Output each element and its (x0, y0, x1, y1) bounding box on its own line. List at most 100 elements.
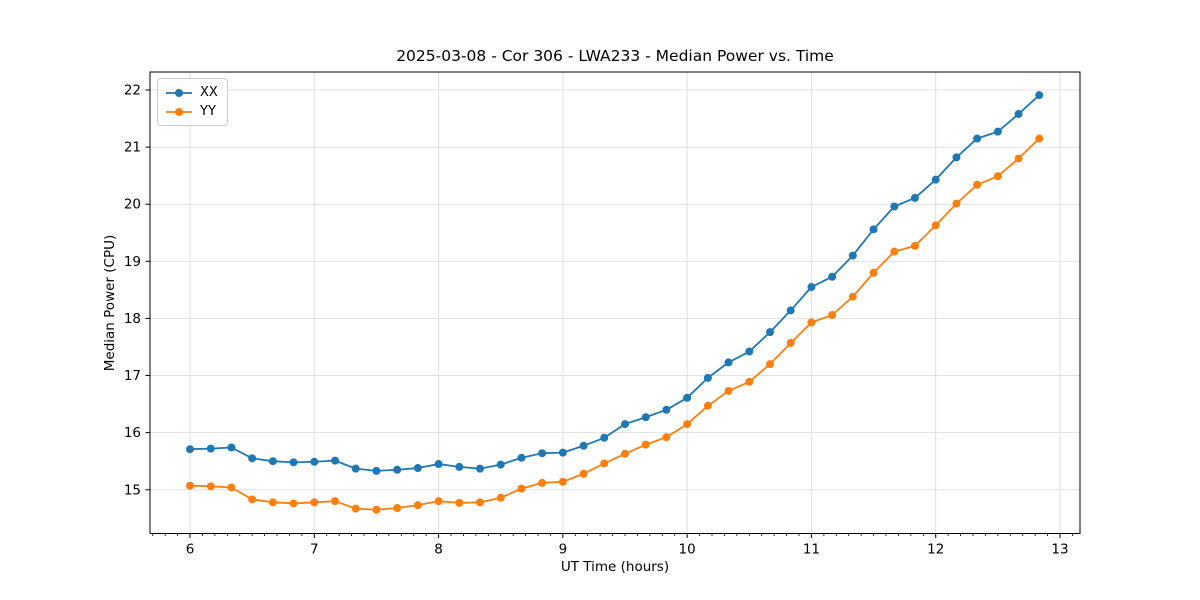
series-yy-point (455, 498, 464, 507)
series-yy-point (372, 505, 381, 514)
series-yy-point (227, 483, 236, 492)
series-xx-point (766, 328, 775, 337)
series-xx-point (890, 202, 899, 211)
series-yy-point (248, 495, 257, 504)
series-xx-point (600, 433, 609, 442)
x-tick-label: 12 (927, 542, 944, 558)
series-yy-point (579, 469, 588, 478)
legend-item-xx: XX (165, 83, 218, 102)
legend-label-xx: XX (200, 85, 218, 100)
y-tick-label: 15 (124, 482, 141, 498)
series-xx-point (579, 441, 588, 450)
gridlines (150, 72, 1080, 534)
series-yy-point (310, 498, 319, 507)
series-yy-point (1035, 134, 1044, 143)
series-xx-point (869, 225, 878, 234)
x-tick-label: 9 (559, 542, 568, 558)
series-xx (186, 91, 1044, 475)
series-xx-point (310, 457, 319, 466)
series-xx-point (745, 347, 754, 356)
y-tick-label: 17 (124, 368, 141, 384)
series-yy-line (189, 137, 1040, 511)
series-yy-point (890, 247, 899, 256)
series-xx-point (351, 464, 360, 473)
series-xx-point (786, 306, 795, 315)
series-xx-point (1014, 109, 1023, 118)
x-axis-label: UT Time (hours) (560, 559, 670, 575)
series-yy-point (952, 199, 961, 208)
series-yy (186, 134, 1044, 514)
y-tick-label: 16 (124, 425, 141, 441)
chart-title: 2025-03-08 - Cor 306 - LWA233 - Median P… (396, 47, 834, 65)
y-tick-label: 19 (124, 254, 141, 270)
series-xx-point (393, 465, 402, 474)
series-xx-point (828, 272, 837, 281)
y-axis-ticks: 15 16 17 18 19 20 21 22 (124, 82, 150, 498)
series-xx-point (952, 153, 961, 162)
series-xx-point (621, 420, 630, 429)
series-yy-point (641, 440, 650, 449)
series-yy-point (413, 501, 422, 510)
series-yy-point (600, 459, 609, 468)
series-xx-point (683, 393, 692, 402)
series-yy-point (869, 268, 878, 277)
series-yy-point (724, 386, 733, 395)
series-yy-point (848, 292, 857, 301)
series-yy-point (745, 377, 754, 386)
series-xx-point (848, 251, 857, 260)
series-yy-point (475, 498, 484, 507)
series-yy-point (393, 504, 402, 513)
series-xx-point (662, 405, 671, 414)
series-yy-point (331, 497, 340, 506)
x-tick-label: 11 (803, 542, 820, 558)
series-xx-point (372, 466, 381, 475)
series-xx-point (807, 283, 816, 292)
series-xx-point (331, 456, 340, 465)
series-xx-point (268, 457, 277, 466)
series-xx-point (703, 373, 712, 382)
y-tick-label: 22 (124, 82, 141, 98)
y-tick-label: 18 (124, 311, 141, 327)
series-xx-point (993, 127, 1002, 136)
x-tick-label: 7 (310, 542, 319, 558)
series-yy-point (186, 481, 195, 490)
series-xx-point (496, 460, 505, 469)
plot-border (149, 71, 1081, 534)
x-tick-label: 13 (1051, 542, 1068, 558)
series-yy-point (351, 504, 360, 513)
series-xx-point (186, 445, 195, 454)
series-yy-point (1014, 154, 1023, 163)
series-yy-point (621, 449, 630, 458)
legend-item-yy: YY (165, 102, 218, 121)
legend-label-yy: YY (200, 104, 216, 119)
series-xx-point (455, 462, 464, 471)
series-yy-point (786, 338, 795, 347)
series-xx-point (538, 449, 547, 458)
series-xx-point (434, 460, 443, 469)
series-xx-point (973, 134, 982, 143)
series-xx-point (206, 444, 215, 453)
x-axis-ticks: 6 7 8 9 10 11 12 13 (186, 533, 1069, 558)
series-yy-point (993, 172, 1002, 181)
series-xx-point (641, 413, 650, 422)
series-xx-line (189, 94, 1040, 472)
series-xx-point (289, 458, 298, 467)
x-tick-label: 6 (186, 542, 195, 558)
y-tick-label: 21 (124, 140, 141, 156)
series-xx-point (517, 453, 526, 462)
series-xx-point (910, 193, 919, 202)
series-yy-point (517, 484, 526, 493)
legend: XX YY (157, 78, 228, 126)
y-axis-label: Median Power (CPU) (102, 234, 118, 372)
legend-line-yy-icon (166, 107, 192, 116)
series-yy-point (496, 493, 505, 502)
series-yy-point (683, 420, 692, 429)
series-xx-point (1035, 91, 1044, 100)
series-yy-point (434, 497, 443, 506)
series-yy-point (662, 433, 671, 442)
series-yy-point (807, 318, 816, 327)
x-tick-label: 10 (679, 542, 696, 558)
series-yy-point (931, 221, 940, 230)
series-yy-point (268, 498, 277, 507)
